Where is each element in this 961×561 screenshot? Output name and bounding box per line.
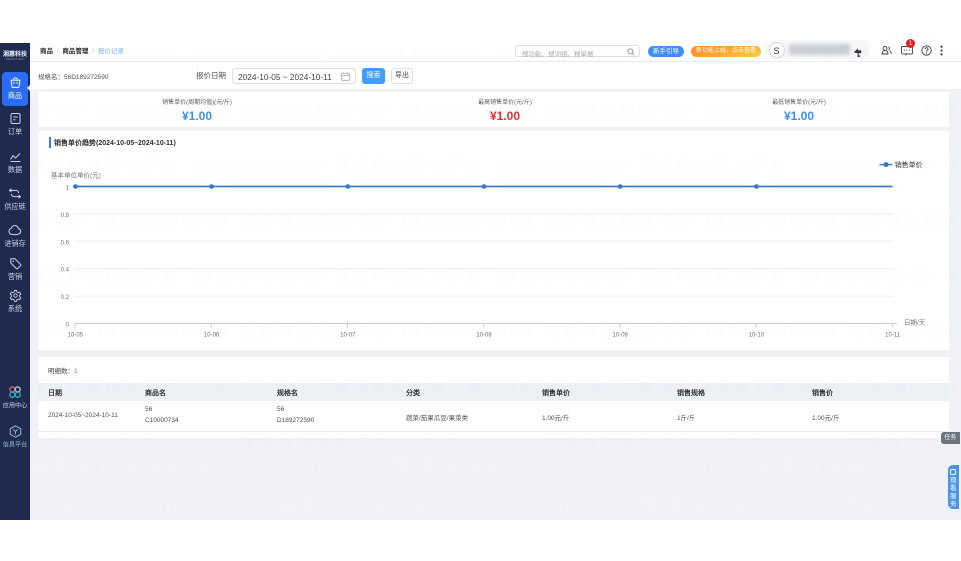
svg-text:0: 0: [66, 323, 70, 329]
svg-text:10-11: 10-11: [885, 333, 901, 339]
svg-text:日期/天: 日期/天: [904, 319, 926, 327]
svg-text:10-08: 10-08: [476, 333, 492, 339]
svg-text:0.4: 0.4: [61, 268, 70, 274]
svg-text:10-05: 10-05: [68, 333, 84, 339]
svg-text:0.2: 0.2: [61, 295, 70, 301]
svg-text:销售单价: 销售单价: [895, 160, 923, 169]
svg-text:1: 1: [66, 186, 70, 192]
svg-text:0.8: 0.8: [61, 213, 70, 219]
svg-text:10-09: 10-09: [613, 333, 629, 339]
svg-text:0.6: 0.6: [61, 240, 70, 246]
svg-text:10-06: 10-06: [204, 333, 220, 339]
svg-text:基本单位单价(元): 基本单位单价(元): [51, 171, 101, 180]
svg-text:10-07: 10-07: [340, 333, 356, 339]
svg-text:10-10: 10-10: [749, 333, 765, 339]
